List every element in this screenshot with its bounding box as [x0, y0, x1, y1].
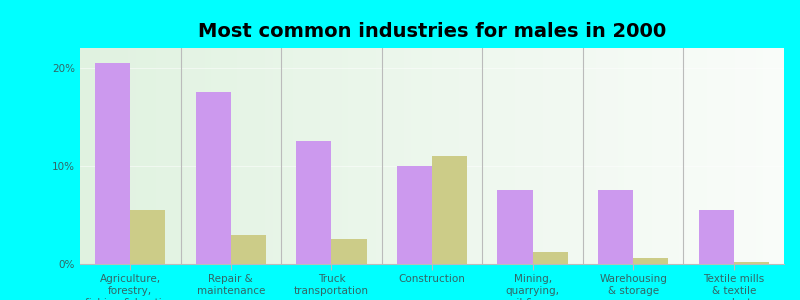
Title: Most common industries for males in 2000: Most common industries for males in 2000	[198, 22, 666, 41]
Bar	[734, 262, 769, 264]
Bar	[296, 141, 331, 264]
Bar	[331, 239, 366, 264]
Bar	[498, 190, 533, 264]
Bar	[633, 258, 668, 264]
Bar	[231, 235, 266, 264]
Bar	[397, 166, 432, 264]
Bar	[432, 156, 467, 264]
Bar	[130, 210, 166, 264]
Bar	[196, 92, 231, 264]
Bar	[95, 63, 130, 264]
Bar	[533, 252, 568, 264]
Bar	[598, 190, 633, 264]
Bar	[698, 210, 734, 264]
